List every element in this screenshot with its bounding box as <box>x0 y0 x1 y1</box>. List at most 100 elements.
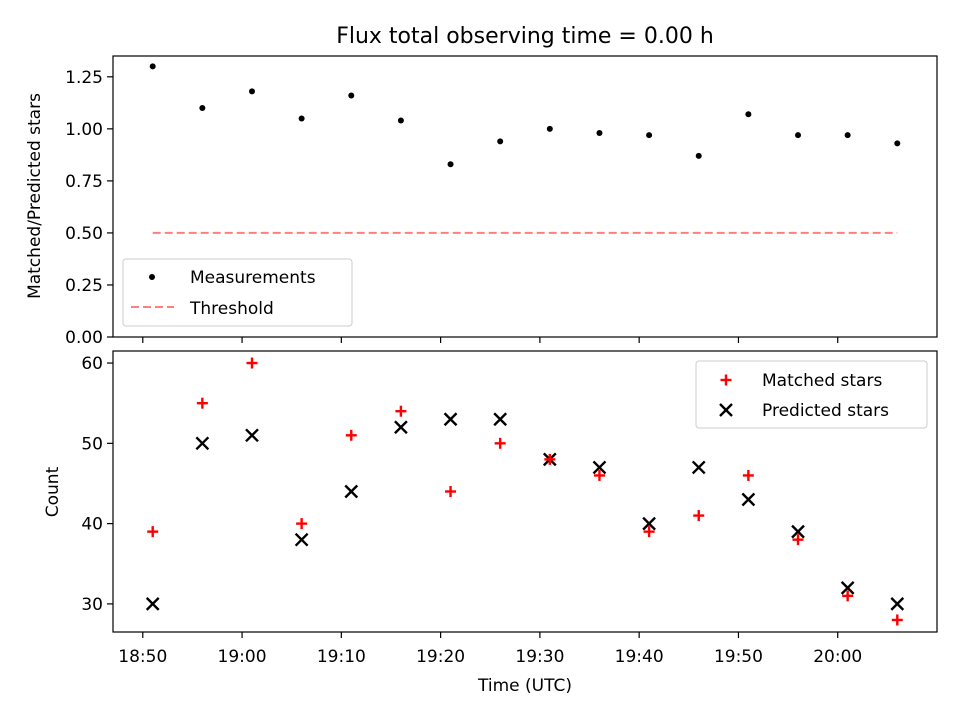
measurement-point <box>745 111 752 118</box>
legend-measurement-marker <box>149 274 155 280</box>
matched-stars-point <box>891 614 903 626</box>
cross-stroke-b <box>195 436 210 451</box>
cross-stroke-b <box>592 460 607 475</box>
top-y-tick-label: 1.00 <box>65 120 103 140</box>
bottom-y-axis-label: Count <box>43 466 63 517</box>
matched-stars-point <box>296 518 308 530</box>
x-tick-label: 19:00 <box>218 647 267 667</box>
x-tick-label: 19:50 <box>714 647 763 667</box>
measurement-point <box>894 140 901 147</box>
cross-stroke-b <box>394 420 408 435</box>
legend-predicted-label: Predicted stars <box>762 401 889 421</box>
predicted-stars-point <box>642 516 656 531</box>
matched-stars-point <box>494 437 506 449</box>
measurement-point <box>695 152 702 159</box>
matched-stars-point <box>445 486 457 497</box>
bottom-y-tick-label: 60 <box>81 354 103 374</box>
top-y-tick-label: 0.75 <box>65 172 103 192</box>
matched-stars-point <box>544 453 556 465</box>
plot-layer: 0.00 0.25 0.50 0.75 1.00 1.25 30 40 50 60 18:50 19:… <box>65 55 938 667</box>
top-y-tick-label: 0.00 <box>65 328 103 348</box>
matched-stars-point <box>593 469 605 481</box>
predicted-stars-point <box>145 597 160 611</box>
top-y-tick-label: 0.25 <box>65 276 103 296</box>
predicted-stars-point <box>344 484 359 499</box>
measurement-point <box>149 63 156 70</box>
cross-stroke-b <box>145 597 160 611</box>
cross-stroke-b <box>719 403 733 417</box>
top-legend: Measurements Threshold <box>122 258 353 327</box>
matched-stars-point <box>147 526 159 538</box>
cross-stroke-b <box>791 524 805 539</box>
measurement-point <box>546 125 553 132</box>
matched-stars-point <box>792 534 804 546</box>
measurement-point <box>447 161 454 168</box>
matched-stars-point <box>345 429 357 441</box>
matched-stars-point <box>842 590 854 602</box>
measurement-point <box>795 132 802 139</box>
cross-stroke-b <box>890 597 905 611</box>
bottom-y-tick-label: 30 <box>81 595 103 615</box>
x-tick-label: 18:50 <box>118 647 167 667</box>
measurement-point <box>844 132 851 139</box>
bottom-y-tick-label: 50 <box>81 434 103 454</box>
matched-stars-point <box>246 357 258 369</box>
predicted-stars-point <box>691 460 706 475</box>
measurement-point <box>298 115 305 122</box>
measurement-point <box>596 130 603 137</box>
x-tick-label: 19:30 <box>515 647 564 667</box>
matched-stars-point <box>742 469 754 481</box>
predicted-stars-point <box>195 436 210 451</box>
bottom-y-tick-label: 40 <box>81 515 103 535</box>
predicted-stars-point <box>443 412 458 427</box>
predicted-stars-point <box>840 580 855 595</box>
cross-stroke-b <box>245 428 259 443</box>
matched-stars-point <box>693 510 705 522</box>
legend-predicted-marker <box>719 403 733 417</box>
x-tick-label: 19:10 <box>317 647 366 667</box>
x-axis-label: Time (UTC) <box>477 676 572 696</box>
x-tick-label: 19:20 <box>416 647 465 667</box>
legend-threshold-label: Threshold <box>189 299 274 319</box>
matched-stars-point <box>196 397 208 409</box>
matched-stars-point <box>643 526 655 538</box>
measurement-point <box>348 92 355 99</box>
measurement-point <box>248 88 255 95</box>
predicted-stars-point <box>493 412 508 427</box>
predicted-stars-point <box>592 460 607 475</box>
legend-matched-label: Matched stars <box>762 371 882 391</box>
cross-stroke-b <box>741 492 756 507</box>
bottom-legend-box <box>695 360 928 429</box>
bottom-axes-frame <box>112 350 938 633</box>
cross-stroke-b <box>840 580 855 595</box>
measurement-point <box>199 105 206 112</box>
legend-measurements-label: Measurements <box>190 268 316 288</box>
top-legend-box <box>122 258 353 327</box>
cross-stroke-b <box>642 516 656 531</box>
predicted-stars-point <box>394 420 408 435</box>
top-y-tick-label: 1.25 <box>65 68 103 88</box>
cross-stroke-b <box>443 412 458 427</box>
x-tick-label: 19:40 <box>615 647 664 667</box>
chart-title: Flux total observing time = 0.00 h <box>336 24 714 49</box>
predicted-stars-point <box>791 524 805 539</box>
predicted-stars-point <box>294 532 309 547</box>
predicted-stars-point <box>741 492 756 507</box>
measurement-point <box>497 138 504 145</box>
top-y-axis-label: Matched/Predicted stars <box>25 93 45 299</box>
predicted-stars-point <box>245 428 259 443</box>
measurement-point <box>397 117 404 124</box>
top-axes-frame <box>112 55 938 338</box>
matched-stars-point <box>395 405 407 417</box>
measurement-point <box>646 132 653 139</box>
legend-matched-marker <box>720 374 732 386</box>
cross-stroke-b <box>294 532 309 547</box>
x-tick-label: 20:00 <box>813 647 862 667</box>
cross-stroke-b <box>493 412 508 427</box>
top-y-tick-label: 0.50 <box>65 224 103 244</box>
predicted-stars-point <box>890 597 905 611</box>
bottom-legend: Matched stars Predicted stars <box>695 360 928 429</box>
cross-stroke-b <box>344 484 359 499</box>
cross-stroke-b <box>691 460 706 475</box>
